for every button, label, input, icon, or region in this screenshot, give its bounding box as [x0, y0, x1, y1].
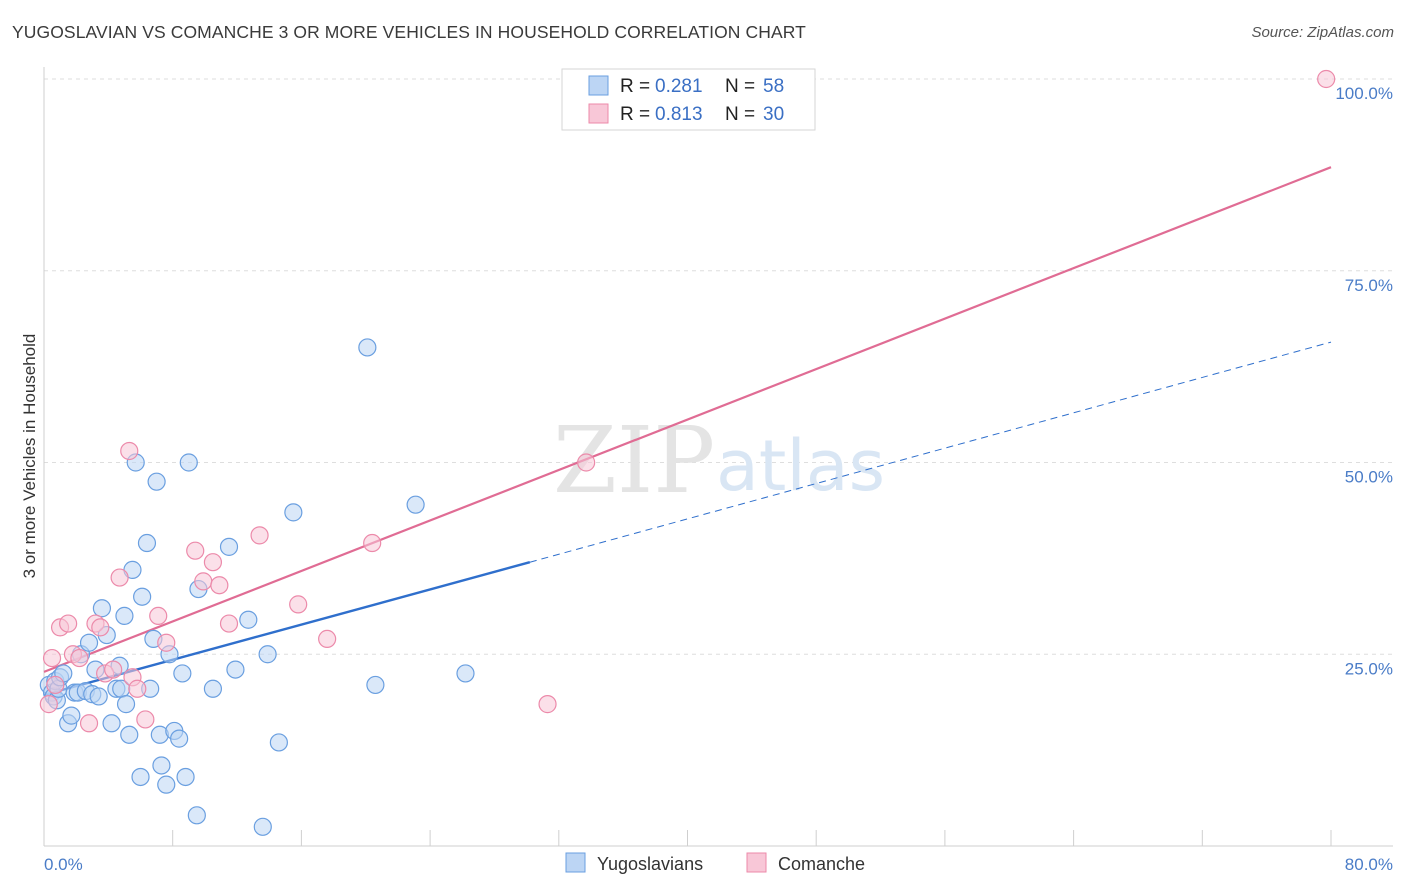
y-axis-label: 3 or more Vehicles in Household	[20, 334, 39, 579]
point-comanche-2	[46, 675, 65, 695]
point-yugoslavians-49	[239, 610, 258, 629]
point-comanche-11	[104, 660, 123, 679]
source-label: Source: ZipAtlas.com	[1251, 24, 1394, 41]
trend-line-yugoslavians-projected	[529, 341, 1332, 563]
point-yugoslavians-30	[133, 587, 152, 606]
point-yugoslavians-29	[131, 767, 150, 787]
x-tick-max: 80.0%	[1345, 855, 1393, 874]
point-comanche-17	[149, 606, 168, 626]
legend-n-value-2: 30	[763, 104, 784, 125]
point-comanche-9	[91, 618, 110, 637]
grid-lines	[44, 78, 1393, 655]
point-yugoslavians-47	[219, 537, 239, 556]
point-comanche-20	[194, 572, 213, 591]
point-yugoslavians-18	[92, 599, 112, 618]
point-yugoslavians-40	[170, 729, 189, 748]
legend-r-value-1: 0.281	[655, 76, 703, 97]
y-tick-75: 75.0%	[1345, 276, 1393, 295]
trend-line-comanche	[43, 166, 1332, 673]
stats-legend: R = 0.281 N = 58 R = 0.813 N = 30	[561, 68, 816, 131]
bottom-legend-swatch-comanche	[746, 852, 767, 873]
point-comanche-18	[157, 633, 176, 652]
y-tick-50: 50.0%	[1345, 468, 1393, 487]
point-yugoslavians-9	[62, 706, 81, 725]
point-yugoslavians-55	[366, 675, 385, 695]
axes	[43, 67, 1393, 847]
point-yugoslavians-56	[406, 495, 425, 514]
bottom-legend-swatch-yugoslavians	[565, 852, 586, 873]
point-yugoslavians-14	[79, 633, 99, 652]
point-yugoslavians-17	[89, 687, 108, 706]
point-yugoslavians-31	[137, 533, 157, 553]
point-yugoslavians-48	[226, 660, 245, 679]
legend-n-value-1: 58	[763, 76, 784, 97]
point-yugoslavians-54	[358, 338, 377, 357]
point-comanche-27	[363, 533, 382, 553]
point-yugoslavians-44	[187, 806, 206, 825]
legend-r-value-2: 0.813	[655, 104, 703, 125]
point-yugoslavians-34	[147, 472, 166, 491]
point-comanche-22	[210, 576, 229, 595]
point-yugoslavians-24	[115, 606, 134, 626]
point-comanche-13	[120, 441, 139, 461]
point-yugoslavians-36	[152, 756, 171, 775]
point-yugoslavians-43	[179, 453, 198, 472]
point-comanche-12	[110, 568, 129, 587]
bottom-legend-comanche: Comanche	[778, 854, 865, 874]
point-comanche-29	[577, 453, 596, 472]
point-comanche-7	[79, 714, 99, 733]
legend-r-label-2: R =	[620, 104, 650, 125]
point-comanche-24	[250, 526, 269, 545]
point-comanche-0	[39, 695, 58, 714]
point-comanche-28	[538, 695, 557, 714]
x-tick-min: 0.0%	[44, 855, 83, 874]
point-comanche-19	[186, 541, 205, 560]
watermark-atlas: atlas	[716, 425, 885, 507]
legend-swatch-yugoslavians	[588, 75, 609, 96]
data-points	[39, 69, 1336, 836]
watermark: ZIP atlas	[553, 407, 885, 514]
point-comanche-23	[219, 614, 239, 633]
point-comanche-15	[128, 679, 147, 698]
point-comanche-4	[59, 614, 78, 633]
chart-title: YUGOSLAVIAN VS COMANCHE 3 OR MORE VEHICL…	[12, 22, 806, 42]
legend-r-label-1: R =	[620, 76, 650, 97]
point-comanche-6	[70, 648, 89, 668]
point-yugoslavians-37	[157, 775, 176, 794]
point-comanche-16	[136, 710, 155, 729]
point-comanche-25	[289, 595, 308, 614]
legend-n-label-2: N =	[725, 104, 755, 125]
point-yugoslavians-25	[116, 695, 136, 714]
point-yugoslavians-50	[253, 817, 272, 836]
point-comanche-26	[318, 629, 337, 649]
point-comanche-21	[203, 553, 223, 572]
y-tick-100: 100.0%	[1335, 84, 1393, 103]
series-legend: Yugoslavians Comanche	[565, 852, 865, 874]
point-comanche-1	[42, 648, 62, 668]
legend-swatch-comanche	[588, 103, 609, 124]
point-yugoslavians-42	[176, 767, 195, 787]
legend-n-label-1: N =	[725, 76, 755, 97]
y-tick-labels: 25.0% 50.0% 75.0% 100.0%	[1335, 84, 1393, 678]
point-yugoslavians-52	[269, 733, 288, 752]
bottom-legend-yugoslavians: Yugoslavians	[597, 854, 703, 874]
point-yugoslavians-41	[173, 664, 192, 683]
point-yugoslavians-46	[203, 679, 223, 698]
point-yugoslavians-57	[456, 664, 475, 683]
point-yugoslavians-26	[120, 725, 139, 744]
point-yugoslavians-20	[102, 714, 121, 733]
point-yugoslavians-51	[258, 645, 277, 664]
y-tick-25: 25.0%	[1345, 659, 1393, 678]
point-yugoslavians-53	[284, 503, 303, 522]
point-comanche-30	[1317, 69, 1336, 89]
